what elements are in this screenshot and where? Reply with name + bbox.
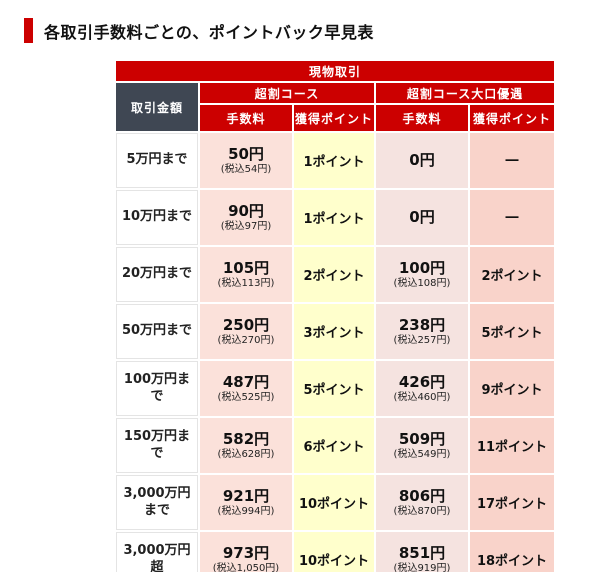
points-cell: 1ポイント [294,190,374,245]
fee-tax-amount: (税込994円) [217,505,275,517]
fee-amount: 487円 [222,373,270,392]
fee-large-cell: 851円 (税込919円) [376,532,468,572]
fee-cell: 50円 (税込54円) [200,133,292,188]
fee-large-cell: 100円 (税込108円) [376,247,468,302]
points-large-cell: ― [470,133,555,188]
fee-tax-amount: (税込628円) [217,448,275,460]
fee-tax-amount: (税込460円) [393,391,451,403]
fee-amount: 0円 [409,150,435,169]
subheader-fee-large-lot: 手数料 [376,105,468,131]
header-chowari-course: 超割コース [200,83,374,103]
fee-tax-amount: (税込270円) [217,334,275,346]
amount-cell: 50万円まで [116,304,198,359]
table-row: 5万円まで 50円 (税込54円) 1ポイント 0円 ― [116,133,555,188]
table-row: 3,000万円超 973円 (税込1,050円) 10ポイント 851円 (税込… [116,532,555,572]
fee-amount: 806円 [398,487,446,506]
points-large-cell: 5ポイント [470,304,555,359]
table-row: 10万円まで 90円 (税込97円) 1ポイント 0円 ― [116,190,555,245]
fee-tax-amount: (税込257円) [393,334,451,346]
fee-cell: 90円 (税込97円) [200,190,292,245]
fee-cell: 973円 (税込1,050円) [200,532,292,572]
amount-cell: 20万円まで [116,247,198,302]
points-large-cell: 2ポイント [470,247,555,302]
points-cell: 2ポイント [294,247,374,302]
points-cell: 3ポイント [294,304,374,359]
table-row: 50万円まで 250円 (税込270円) 3ポイント 238円 (税込257円)… [116,304,555,359]
fee-cell: 250円 (税込270円) [200,304,292,359]
fee-tax-amount: (税込97円) [220,220,272,232]
points-large-cell: 17ポイント [470,475,555,530]
page-heading: 各取引手数料ごとの、ポイントバック早見表 [0,0,600,43]
page-title: 各取引手数料ごとの、ポイントバック早見表 [44,22,374,42]
header-spot-trading: 現物取引 [116,61,555,81]
points-cell: 10ポイント [294,532,374,572]
table-row: 3,000万円まで 921円 (税込994円) 10ポイント 806円 (税込8… [116,475,555,530]
fee-large-cell: 806円 (税込870円) [376,475,468,530]
fee-amount: 90円 [228,202,264,221]
subheader-points-chowari: 獲得ポイント [294,105,374,131]
points-large-cell: 9ポイント [470,361,555,416]
fee-tax-amount: (税込108円) [393,277,451,289]
points-cell: 1ポイント [294,133,374,188]
header-transaction-amount: 取引金額 [116,83,198,131]
fee-cell: 582円 (税込628円) [200,418,292,473]
fee-cell: 105円 (税込113円) [200,247,292,302]
fee-cell: 921円 (税込994円) [200,475,292,530]
fee-amount: 100円 [398,259,446,278]
table-row: 150万円まで 582円 (税込628円) 6ポイント 509円 (税込549円… [116,418,555,473]
fee-amount: 582円 [222,430,270,449]
table-header-row-sub: 手数料 獲得ポイント 手数料 獲得ポイント [116,105,555,131]
amount-cell: 3,000万円まで [116,475,198,530]
subheader-fee-chowari: 手数料 [200,105,292,131]
points-large-cell: 18ポイント [470,532,555,572]
points-cell: 10ポイント [294,475,374,530]
fee-tax-amount: (税込919円) [393,562,451,572]
points-cell: 5ポイント [294,361,374,416]
fee-amount: 250円 [222,316,270,335]
fee-tax-amount: (税込870円) [393,505,451,517]
fee-amount: 105円 [222,259,270,278]
points-large-cell: 11ポイント [470,418,555,473]
fee-amount: 973円 [222,544,270,563]
points-cell: 6ポイント [294,418,374,473]
title-red-bar-icon [24,18,33,43]
table-header-row-top: 現物取引 [116,61,555,81]
fee-tax-amount: (税込113円) [217,277,275,289]
pointback-table-wrapper: 現物取引 取引金額 超割コース 超割コース大口優遇 手数料 獲得ポイント 手数料… [114,59,557,572]
amount-cell: 5万円まで [116,133,198,188]
header-chowari-large-lot: 超割コース大口優遇 [376,83,555,103]
amount-cell: 150万円まで [116,418,198,473]
fee-large-cell: 509円 (税込549円) [376,418,468,473]
subheader-points-large-lot: 獲得ポイント [470,105,555,131]
fee-amount: 50円 [228,145,264,164]
table-row: 100万円まで 487円 (税込525円) 5ポイント 426円 (税込460円… [116,361,555,416]
amount-cell: 10万円まで [116,190,198,245]
amount-cell: 3,000万円超 [116,532,198,572]
fee-cell: 487円 (税込525円) [200,361,292,416]
points-large-cell: ― [470,190,555,245]
fee-large-cell: 238円 (税込257円) [376,304,468,359]
fee-tax-amount: (税込54円) [220,163,272,175]
fee-large-cell: 0円 [376,190,468,245]
table-header-row-groups: 取引金額 超割コース 超割コース大口優遇 [116,83,555,131]
fee-amount: 851円 [398,544,446,563]
pointback-table: 現物取引 取引金額 超割コース 超割コース大口優遇 手数料 獲得ポイント 手数料… [114,59,557,572]
fee-tax-amount: (税込1,050円) [212,562,280,572]
fee-large-cell: 426円 (税込460円) [376,361,468,416]
fee-amount: 921円 [222,487,270,506]
fee-amount: 0円 [409,207,435,226]
fee-tax-amount: (税込549円) [393,448,451,460]
fee-large-cell: 0円 [376,133,468,188]
fee-amount: 238円 [398,316,446,335]
fee-tax-amount: (税込525円) [217,391,275,403]
fee-amount: 426円 [398,373,446,392]
table-row: 20万円まで 105円 (税込113円) 2ポイント 100円 (税込108円)… [116,247,555,302]
fee-amount: 509円 [398,430,446,449]
amount-cell: 100万円まで [116,361,198,416]
